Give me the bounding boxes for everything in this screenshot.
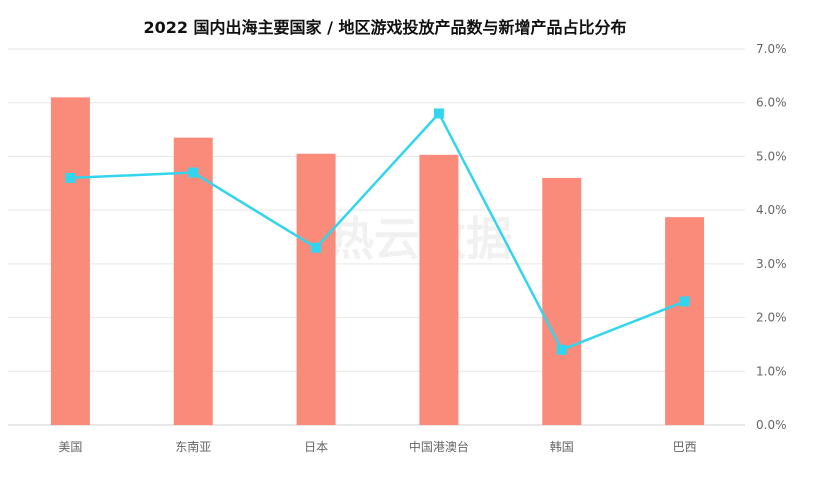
x-tick-label: 日本 [304, 440, 328, 454]
y-tick-label: 0.0% [756, 418, 787, 432]
y-tick-label: 5.0% [756, 149, 787, 163]
y-tick-label: 6.0% [756, 96, 787, 110]
line-point [679, 296, 690, 307]
x-tick-label: 韩国 [550, 439, 574, 454]
x-tick-label: 巴西 [673, 440, 697, 454]
chart-title: 2022 国内出海主要国家 / 地区游戏投放产品数与新增产品占比分布 [143, 18, 627, 37]
bar [50, 97, 90, 425]
y-tick-label: 7.0% [756, 42, 787, 56]
y-tick-label: 4.0% [756, 203, 787, 217]
bar [542, 177, 582, 425]
x-tick-label: 美国 [58, 440, 82, 454]
line-point [311, 242, 322, 253]
line-point [65, 172, 76, 183]
bar [419, 154, 459, 425]
y-tick-label: 3.0% [756, 257, 787, 271]
line-point [556, 344, 567, 355]
bar [665, 217, 705, 425]
bar [296, 153, 336, 425]
x-tick-label: 东南亚 [175, 439, 211, 454]
series-line [70, 112, 686, 352]
y-tick-label: 2.0% [756, 311, 787, 325]
line-point [433, 108, 444, 119]
x-tick-label: 中国港澳台 [409, 439, 469, 454]
bar [173, 137, 213, 425]
line-point [188, 167, 199, 178]
y-tick-label: 1.0% [756, 364, 787, 378]
